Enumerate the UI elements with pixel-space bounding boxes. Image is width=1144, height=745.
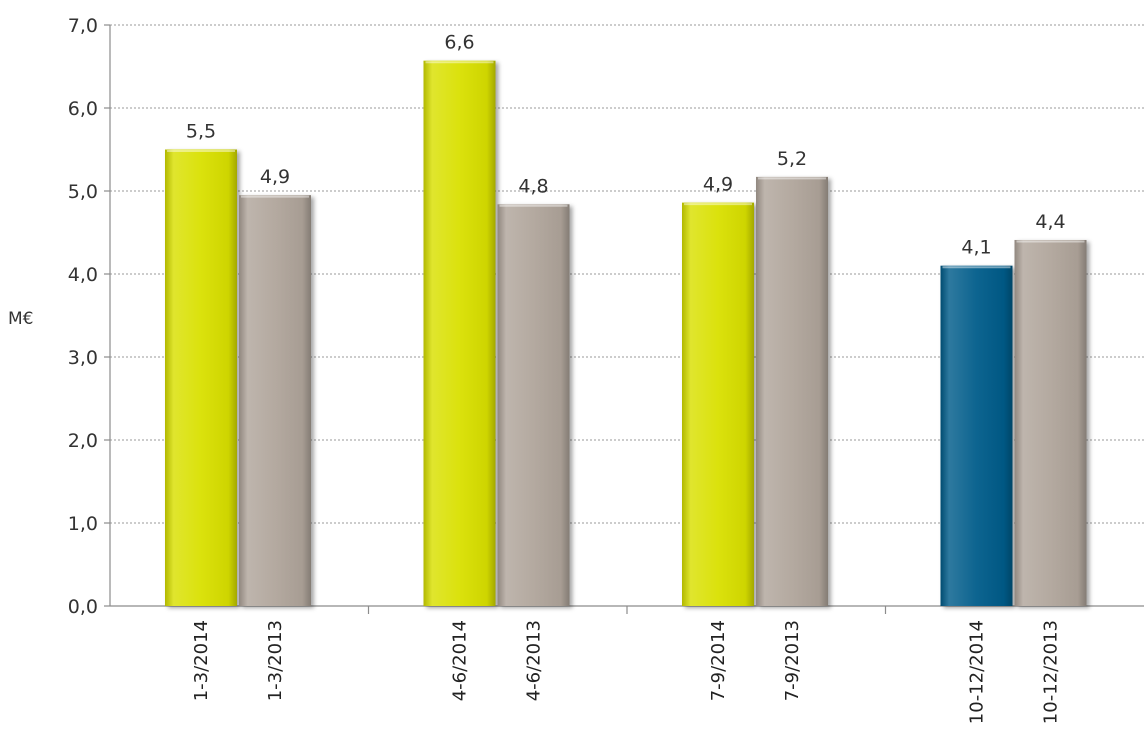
- bar-shading: [940, 265, 1013, 606]
- y-tick-label: 6,0: [68, 98, 98, 120]
- category-label: 10-12/2013: [1041, 620, 1062, 724]
- data-labels: 5,5 4,9 6,6 4,8 4,9 5,2 4,1 4,4: [186, 32, 1066, 259]
- data-label: 4,4: [1035, 211, 1065, 233]
- category-label: 10-12/2014: [967, 620, 988, 724]
- bar-shading: [423, 60, 496, 606]
- category-label: 7-9/2014: [708, 620, 729, 701]
- bar-shading: [497, 204, 570, 606]
- y-axis-label: M€: [8, 309, 33, 329]
- y-tick-label: 3,0: [68, 347, 98, 369]
- y-tick-label: 7,0: [68, 15, 98, 37]
- data-label: 5,5: [186, 121, 216, 143]
- y-tick-label: 2,0: [68, 430, 98, 452]
- data-label: 4,1: [961, 237, 991, 259]
- data-label: 4,8: [518, 175, 548, 197]
- y-tick-label: 4,0: [68, 264, 98, 286]
- data-label: 4,9: [260, 166, 290, 188]
- category-label: 1-3/2013: [265, 620, 286, 701]
- bar-shading: [1014, 239, 1087, 606]
- y-tick-label: 1,0: [68, 513, 98, 535]
- data-label: 5,2: [777, 148, 807, 170]
- y-tick-label: 5,0: [68, 181, 98, 203]
- category-label: 4-6/2013: [524, 620, 545, 701]
- category-label: 1-3/2014: [191, 620, 212, 701]
- bars: [165, 60, 1087, 606]
- bar-shading: [239, 195, 311, 606]
- y-axis-ticks: 0,0 1,0 2,0 3,0 4,0 5,0 6,0 7,0: [68, 15, 98, 618]
- y-tick-label: 0,0: [68, 596, 98, 618]
- data-label: 4,9: [703, 174, 733, 196]
- bar-shading: [682, 202, 754, 606]
- bar-shading: [756, 176, 828, 606]
- category-labels: 1-3/2014 1-3/2013 4-6/2014 4-6/2013 7-9/2014…: [191, 620, 1062, 724]
- bar-shading: [165, 149, 237, 606]
- category-label: 7-9/2013: [782, 620, 803, 701]
- data-label: 6,6: [444, 32, 474, 54]
- category-label: 4-6/2014: [450, 620, 471, 701]
